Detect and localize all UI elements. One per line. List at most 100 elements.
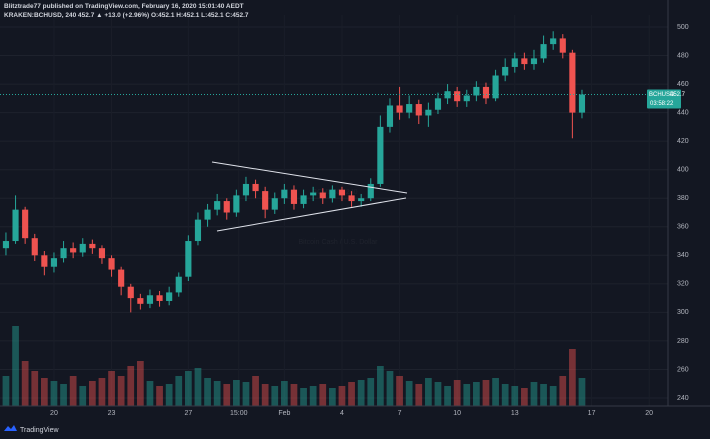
volume-bar <box>492 378 499 406</box>
volume-bar <box>98 378 106 406</box>
candle-body <box>89 243 96 249</box>
volume-bar <box>377 366 384 406</box>
x-tick-label: 17 <box>588 410 596 417</box>
candle-body <box>204 209 211 220</box>
volume-bar <box>415 384 423 406</box>
candle-body <box>271 198 278 210</box>
candle-body <box>482 86 490 99</box>
volume-bar <box>242 382 250 406</box>
candle-body <box>281 189 288 199</box>
y-tick-label: 500 <box>677 24 689 31</box>
x-tick-label: 20 <box>645 410 653 417</box>
candle-body <box>530 58 538 65</box>
y-tick-label: 260 <box>677 366 689 373</box>
volume-bar <box>2 376 10 406</box>
volume-bar <box>165 384 173 406</box>
candle-body <box>550 38 557 45</box>
candle-body <box>454 91 461 102</box>
candle-body <box>22 209 29 239</box>
candle-body <box>492 75 499 99</box>
volume-bar <box>281 381 288 406</box>
logo: TradingView <box>4 425 59 434</box>
x-tick-label: 20 <box>50 410 58 417</box>
header-symbol: KRAKEN:BCHUSD, 240 452.7 ▲ +13.0 (+2.96%… <box>4 12 249 19</box>
candle-body <box>540 44 547 59</box>
y-tick-label: 400 <box>677 167 689 174</box>
candle-body <box>415 104 422 116</box>
volume-bar <box>405 381 413 406</box>
volume-bar <box>559 376 567 406</box>
volume-bar <box>108 371 115 406</box>
y-tick-label: 360 <box>677 224 689 231</box>
volume-bar <box>357 380 365 406</box>
volume-bar <box>12 326 19 406</box>
y-tick-label: 480 <box>677 52 689 59</box>
candle-body <box>578 94 586 113</box>
volume-bar <box>60 384 67 406</box>
candle-body <box>233 195 240 213</box>
price-tag-symbol: BCHUSD <box>649 92 675 98</box>
candle-body <box>348 195 355 202</box>
candle-body <box>329 189 336 199</box>
volume-bar <box>117 376 125 406</box>
candle-body <box>2 241 10 249</box>
logo-icon <box>4 425 17 431</box>
candle-body <box>41 255 48 267</box>
candle-body <box>70 248 77 253</box>
candle-body <box>396 105 403 113</box>
y-tick-label: 240 <box>677 395 689 402</box>
y-tick-label: 280 <box>677 338 689 345</box>
candle-body <box>79 243 86 253</box>
candle-body <box>521 58 528 65</box>
volume-bar <box>127 366 135 406</box>
trend-line <box>211 161 408 194</box>
candle-body <box>386 105 394 127</box>
candle-body <box>214 201 221 210</box>
candle-body <box>319 192 326 199</box>
volume-bar <box>175 376 183 406</box>
volume-bar <box>338 386 346 406</box>
volume-bar <box>530 382 538 406</box>
candle-body <box>262 191 269 210</box>
volume-bar <box>146 381 154 406</box>
candle-body <box>367 183 374 199</box>
candle-body <box>166 292 173 301</box>
volume-bar <box>578 378 586 406</box>
watermark-description: Bitcoin Cash / U.S. Dollar <box>299 239 379 246</box>
volume-bar <box>463 384 471 406</box>
y-tick-label: 460 <box>677 81 689 88</box>
volume-bar <box>425 378 432 406</box>
volume-bar <box>501 384 509 406</box>
candle-body <box>310 192 317 196</box>
candle-body <box>377 126 384 184</box>
volume-bar <box>521 388 528 406</box>
candle-body <box>473 86 480 96</box>
volume-bar <box>540 384 547 406</box>
volume-bar <box>252 376 259 406</box>
candle-body <box>434 98 442 110</box>
candle-body <box>569 52 576 113</box>
volume-bar <box>88 381 96 406</box>
x-tick-label: 23 <box>108 410 116 417</box>
candle-body <box>31 238 38 256</box>
candle-body <box>502 66 509 76</box>
candle-body <box>425 109 432 116</box>
candle-body <box>463 95 470 102</box>
countdown: 03:58:22 <box>650 101 674 107</box>
candle-body <box>194 219 202 242</box>
y-tick-label: 340 <box>677 252 689 259</box>
candle-body <box>156 295 163 301</box>
y-tick-label: 420 <box>677 138 689 145</box>
volume-bar <box>482 380 490 406</box>
volume-bar <box>453 380 461 406</box>
candle-body <box>127 286 134 299</box>
candle-body <box>223 201 230 213</box>
candle-body <box>290 189 298 204</box>
price-tag-value: 452.7 <box>670 92 686 98</box>
volume-bar <box>31 371 39 406</box>
candle-body <box>185 241 192 277</box>
candle-body <box>559 38 566 53</box>
candle-body <box>12 209 19 242</box>
